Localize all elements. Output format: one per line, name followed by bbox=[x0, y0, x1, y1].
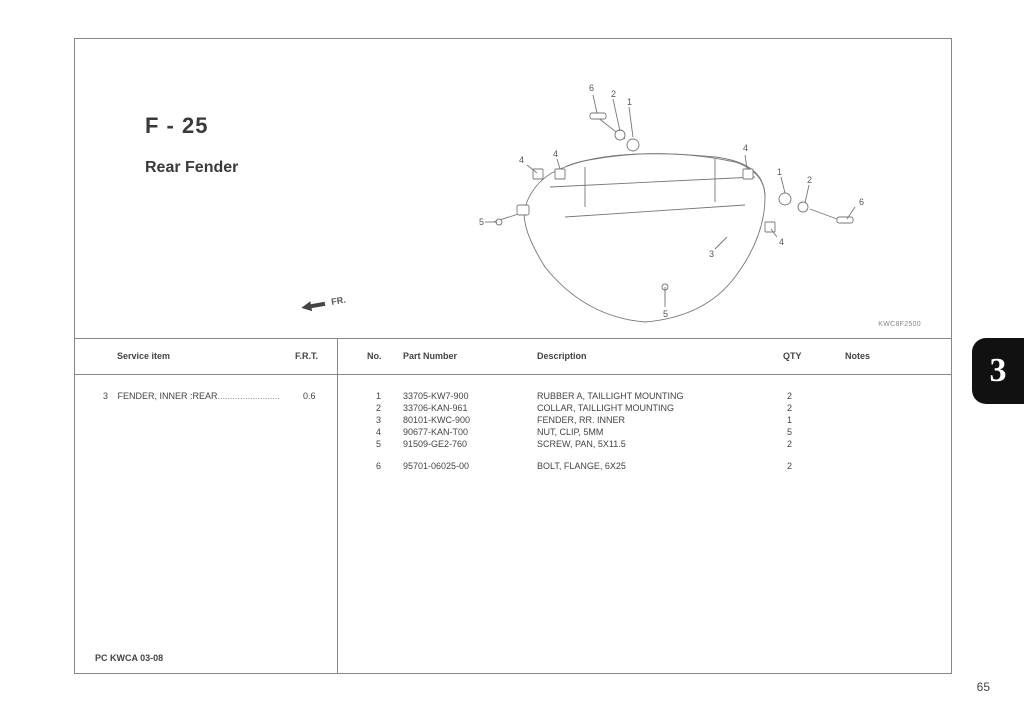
parts-table-panel: Service item F.R.T. No. Part Number Desc… bbox=[75, 339, 951, 673]
cell-pn: 90677-KAN-T00 bbox=[403, 427, 468, 437]
cell-desc: RUBBER A, TAILLIGHT MOUNTING bbox=[537, 391, 684, 401]
cell-no: 4 bbox=[367, 427, 381, 437]
table-row: 3 80101-KWC-900 FENDER, RR. INNER 1 bbox=[75, 415, 951, 427]
diagram-panel: F - 25 Rear Fender FR. KWC8F2500 bbox=[75, 39, 951, 339]
cell-qty: 5 bbox=[787, 427, 792, 437]
front-direction-indicator: FR. bbox=[300, 293, 347, 315]
cell-no: 2 bbox=[367, 403, 381, 413]
callout-4: 4 bbox=[553, 149, 558, 159]
cell-qty: 1 bbox=[787, 415, 792, 425]
document-code: PC KWCA 03-08 bbox=[95, 653, 163, 663]
front-direction-label: FR. bbox=[330, 295, 346, 307]
table-row: 5 91509-GE2-760 SCREW, PAN, 5X11.5 2 bbox=[75, 439, 951, 451]
hdr-description: Description bbox=[537, 351, 587, 361]
hdr-qty: QTY bbox=[783, 351, 802, 361]
cell-pn: 91509-GE2-760 bbox=[403, 439, 467, 449]
hdr-notes: Notes bbox=[845, 351, 870, 361]
callout-1: 1 bbox=[627, 97, 632, 107]
page-frame: F - 25 Rear Fender FR. KWC8F2500 bbox=[74, 38, 952, 674]
section-code: F - 25 bbox=[145, 113, 208, 139]
cell-pn: 33706-KAN-961 bbox=[403, 403, 468, 413]
callout-6: 6 bbox=[589, 83, 594, 93]
table-row: 2 33706-KAN-961 COLLAR, TAILLIGHT MOUNTI… bbox=[75, 403, 951, 415]
table-row: 1 33705-KW7-900 RUBBER A, TAILLIGHT MOUN… bbox=[75, 391, 951, 403]
cell-no: 1 bbox=[367, 391, 381, 401]
callout-6: 6 bbox=[859, 197, 864, 207]
cell-pn: 80101-KWC-900 bbox=[403, 415, 470, 425]
callout-5: 5 bbox=[479, 217, 484, 227]
callout-2: 2 bbox=[807, 175, 812, 185]
callout-4: 4 bbox=[743, 143, 748, 153]
callout-5: 5 bbox=[663, 309, 668, 319]
section-title: Rear Fender bbox=[145, 159, 238, 177]
hdr-service-item: Service item bbox=[117, 351, 317, 361]
page-number: 65 bbox=[977, 680, 990, 694]
cell-no: 3 bbox=[367, 415, 381, 425]
cell-desc: FENDER, RR. INNER bbox=[537, 415, 625, 425]
callout-3: 3 bbox=[709, 249, 714, 259]
chapter-tab: 3 bbox=[972, 338, 1024, 404]
cell-pn: 33705-KW7-900 bbox=[403, 391, 469, 401]
hdr-part-number: Part Number bbox=[403, 351, 457, 361]
cell-qty: 2 bbox=[787, 403, 792, 413]
cell-pn: 95701-06025-00 bbox=[403, 461, 469, 471]
table-row: 4 90677-KAN-T00 NUT, CLIP, 5MM 5 bbox=[75, 427, 951, 439]
table-row: 6 95701-06025-00 BOLT, FLANGE, 6X25 2 bbox=[75, 461, 951, 473]
callout-4: 4 bbox=[779, 237, 784, 247]
cell-desc: BOLT, FLANGE, 6X25 bbox=[537, 461, 626, 471]
cell-desc: SCREW, PAN, 5X11.5 bbox=[537, 439, 626, 449]
cell-no: 6 bbox=[367, 461, 381, 471]
cell-desc: NUT, CLIP, 5MM bbox=[537, 427, 603, 437]
cell-qty: 2 bbox=[787, 461, 792, 471]
cell-qty: 2 bbox=[787, 439, 792, 449]
exploded-diagram: 5 4 4 6 2 1 4 1 2 6 4 3 5 bbox=[415, 77, 885, 327]
hdr-frt: F.R.T. bbox=[295, 351, 318, 361]
cell-no: 5 bbox=[367, 439, 381, 449]
hdr-no: No. bbox=[367, 351, 381, 361]
table-header-row: Service item F.R.T. No. Part Number Desc… bbox=[75, 339, 951, 375]
cell-qty: 2 bbox=[787, 391, 792, 401]
cell-desc: COLLAR, TAILLIGHT MOUNTING bbox=[537, 403, 674, 413]
callout-1: 1 bbox=[777, 167, 782, 177]
callout-4: 4 bbox=[519, 155, 524, 165]
table-body: 3 FENDER, INNER :REAR...................… bbox=[75, 375, 951, 391]
callout-2: 2 bbox=[611, 89, 616, 99]
